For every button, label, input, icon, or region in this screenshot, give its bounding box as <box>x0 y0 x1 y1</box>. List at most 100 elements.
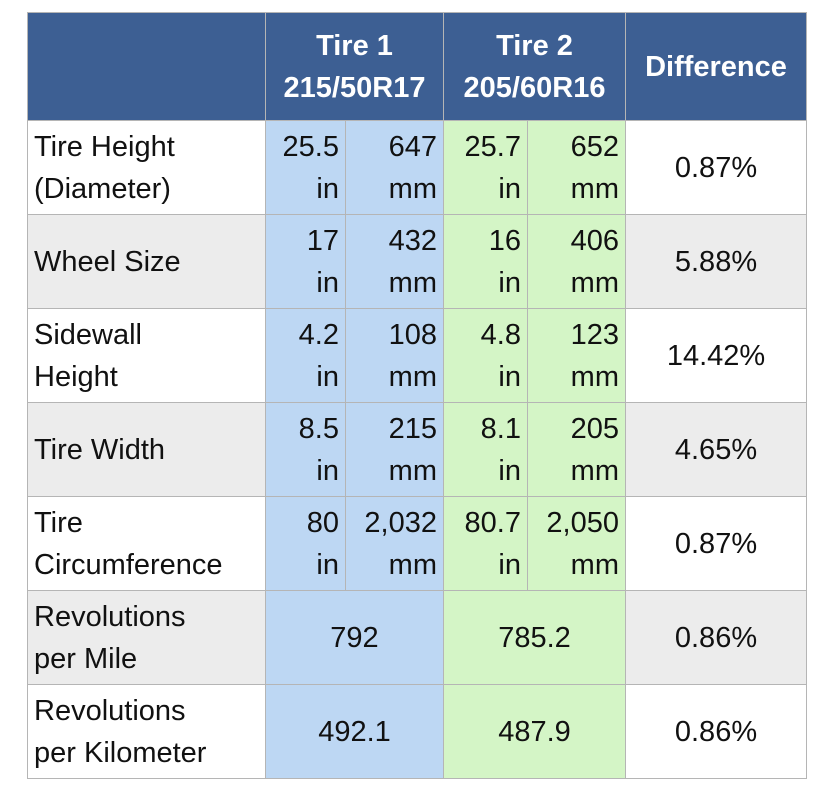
measure-unit: in <box>498 454 521 487</box>
difference-cell: 0.87% <box>625 120 807 215</box>
measure-value: 2,032 <box>364 506 437 539</box>
measure-value: 406 <box>570 224 619 257</box>
measure-unit: in <box>498 172 521 205</box>
difference-cell: 0.86% <box>625 590 807 685</box>
difference-cell: 0.87% <box>625 496 807 591</box>
measure-unit: mm <box>388 266 437 299</box>
measure-cell: 8.5 in <box>265 402 346 497</box>
measure-unit: in <box>316 172 339 205</box>
table-row: Tire Height (Diameter) 25.5 in 647 mm 25.7 in 65… <box>27 120 807 215</box>
measure-value: 108 <box>388 318 437 351</box>
label-line: Height <box>34 360 118 393</box>
table-row: Sidewall Height 4.2 in 108 mm 4.8 in 123 mm 14.42% <box>27 308 807 403</box>
row-label: Sidewall Height <box>27 308 266 403</box>
measure-value: 432 <box>388 224 437 257</box>
measure-cell: 647 mm <box>345 120 444 215</box>
header-text: Tire 2 <box>496 29 573 62</box>
measure-unit: mm <box>388 454 437 487</box>
difference-cell: 5.88% <box>625 214 807 309</box>
measure-unit: in <box>316 360 339 393</box>
measure-cell: 492.1 <box>265 684 444 779</box>
measure-unit: mm <box>388 360 437 393</box>
measure-unit: mm <box>570 266 619 299</box>
header-cell: Difference <box>625 12 807 121</box>
table-row: Tire Circumference 80 in 2,032 mm 80.7 in 2,050 m… <box>27 496 807 591</box>
row-label: Wheel Size <box>27 214 266 309</box>
header-text: Tire 1 <box>316 29 393 62</box>
table-body: Tire Height (Diameter) 25.5 in 647 mm 25.7 in 65… <box>27 120 807 779</box>
measure-cell: 432 mm <box>345 214 444 309</box>
measure-cell: 406 mm <box>527 214 626 309</box>
measure-cell: 80 in <box>265 496 346 591</box>
measure-value: 25.7 <box>464 130 521 163</box>
tire-table: Tire 1 215/50R17 Tire 2 205/60R16 Differ… <box>27 12 807 779</box>
measure-cell: 80.7 in <box>443 496 528 591</box>
row-label: Revolutions per Mile <box>27 590 266 685</box>
table-row: Revolutions per Kilometer 492.1 487.9 0.86% <box>27 684 807 779</box>
header-row: Tire 1 215/50R17 Tire 2 205/60R16 Differ… <box>27 12 807 121</box>
measure-value: 80.7 <box>464 506 521 539</box>
measure-unit: mm <box>388 172 437 205</box>
measure-unit: in <box>316 454 339 487</box>
measure-unit: in <box>316 266 339 299</box>
measure-unit: in <box>498 360 521 393</box>
measure-value: 25.5 <box>282 130 339 163</box>
measure-value: 8.5 <box>298 412 339 445</box>
label-line: (Diameter) <box>34 172 171 205</box>
measure-cell: 785.2 <box>443 590 626 685</box>
label-line: Circumference <box>34 548 223 581</box>
label-line: per Mile <box>34 642 138 675</box>
header-text: 205/60R16 <box>463 71 606 104</box>
measure-cell: 4.2 in <box>265 308 346 403</box>
measure-value: 4.2 <box>298 318 339 351</box>
measure-value: 652 <box>570 130 619 163</box>
measure-cell: 17 in <box>265 214 346 309</box>
label-line: per Kilometer <box>34 736 207 769</box>
label-line: Revolutions <box>34 694 186 727</box>
table-row: Wheel Size 17 in 432 mm 16 in 406 mm 5.88% <box>27 214 807 309</box>
label-line: Sidewall <box>34 318 142 351</box>
label-line: Wheel Size <box>34 245 181 278</box>
measure-value: 2,050 <box>546 506 619 539</box>
measure-cell: 8.1 in <box>443 402 528 497</box>
measure-unit: mm <box>570 454 619 487</box>
label-line: Tire <box>34 506 83 539</box>
label-line: Tire Height <box>34 130 175 163</box>
row-label: Revolutions per Kilometer <box>27 684 266 779</box>
measure-value: 215 <box>388 412 437 445</box>
header-corner <box>27 12 266 121</box>
measure-cell: 205 mm <box>527 402 626 497</box>
measure-value: 80 <box>306 506 339 539</box>
measure-value: 17 <box>306 224 339 257</box>
measure-cell: 2,032 mm <box>345 496 444 591</box>
header-text: 215/50R17 <box>283 71 426 104</box>
measure-unit: mm <box>570 548 619 581</box>
measure-cell: 108 mm <box>345 308 444 403</box>
measure-cell: 2,050 mm <box>527 496 626 591</box>
row-label: Tire Width <box>27 402 266 497</box>
measure-cell: 487.9 <box>443 684 626 779</box>
difference-cell: 4.65% <box>625 402 807 497</box>
measure-cell: 4.8 in <box>443 308 528 403</box>
measure-value: 8.1 <box>480 412 521 445</box>
row-label: Tire Height (Diameter) <box>27 120 266 215</box>
measure-unit: in <box>498 548 521 581</box>
table-row: Revolutions per Mile 792 785.2 0.86% <box>27 590 807 685</box>
measure-cell: 792 <box>265 590 444 685</box>
table-row: Tire Width 8.5 in 215 mm 8.1 in 205 mm 4.65% <box>27 402 807 497</box>
header-cell: Tire 1 215/50R17 <box>265 12 444 121</box>
label-line: Revolutions <box>34 600 186 633</box>
header-cell: Tire 2 205/60R16 <box>443 12 626 121</box>
measure-unit: mm <box>388 548 437 581</box>
measure-value: 123 <box>570 318 619 351</box>
label-line: Tire Width <box>34 433 166 466</box>
measure-unit: in <box>498 266 521 299</box>
difference-cell: 14.42% <box>625 308 807 403</box>
measure-unit: mm <box>570 360 619 393</box>
measure-cell: 123 mm <box>527 308 626 403</box>
measure-unit: mm <box>570 172 619 205</box>
measure-unit: in <box>316 548 339 581</box>
measure-value: 205 <box>570 412 619 445</box>
row-label: Tire Circumference <box>27 496 266 591</box>
